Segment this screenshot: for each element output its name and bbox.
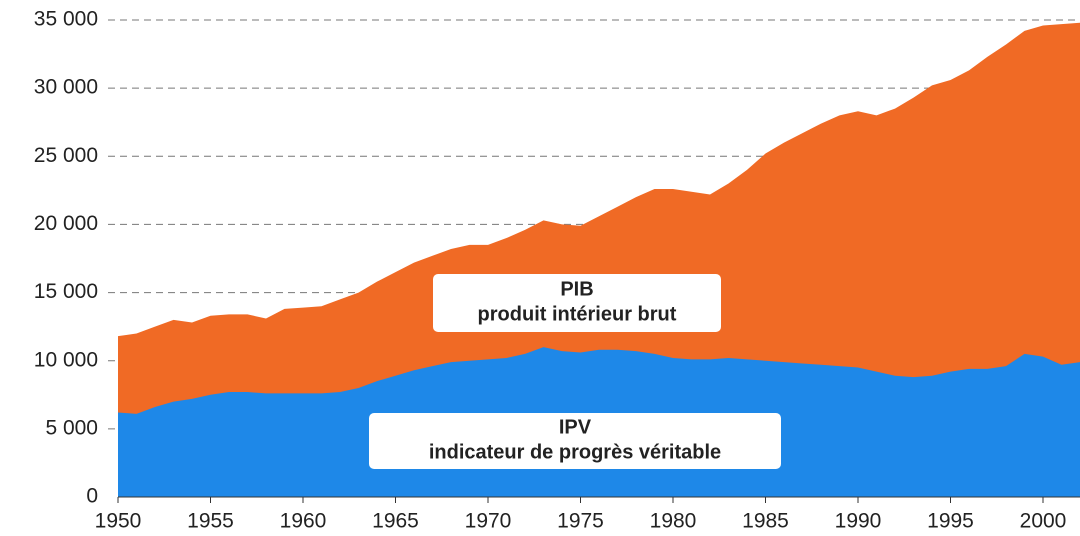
x-tick-label: 1985 — [742, 510, 789, 533]
label-box — [433, 274, 721, 332]
x-tick-label: 1970 — [465, 510, 512, 533]
x-tick-label: 1955 — [187, 510, 234, 533]
y-tick-label: 15 000 — [34, 280, 98, 303]
y-tick-label: 0 — [86, 485, 98, 508]
pib-label: PIB produit intérieur brut — [433, 274, 721, 332]
y-tick-label: 35 000 — [34, 8, 98, 31]
x-tick-label: 1960 — [280, 510, 327, 533]
y-tick-label: 20 000 — [34, 212, 98, 235]
x-tick-label: 1975 — [557, 510, 604, 533]
series-name: IPV — [559, 416, 592, 438]
x-tick-label: 1965 — [372, 510, 419, 533]
y-tick-label: 30 000 — [34, 76, 98, 99]
y-tick-label: 5 000 — [45, 416, 98, 439]
y-tick-label: 25 000 — [34, 144, 98, 167]
series-description: produit intérieur brut — [478, 303, 677, 325]
series-name: PIB — [560, 278, 593, 300]
ipv-label: IPV indicateur de progrès véritable — [369, 413, 781, 469]
x-tick-label: 2000 — [1020, 510, 1067, 533]
y-tick-label: 10 000 — [34, 348, 98, 371]
x-tick-label: 1995 — [927, 510, 974, 533]
series-description: indicateur de progrès véritable — [429, 441, 721, 463]
x-tick-label: 1950 — [95, 510, 142, 533]
x-tick-label: 1990 — [835, 510, 882, 533]
axes: 0 5 000 10 000 15 000 20 000 25 000 30 000 35 0… — [34, 8, 1080, 533]
x-tick-label: 1980 — [650, 510, 697, 533]
label-box — [369, 413, 781, 469]
